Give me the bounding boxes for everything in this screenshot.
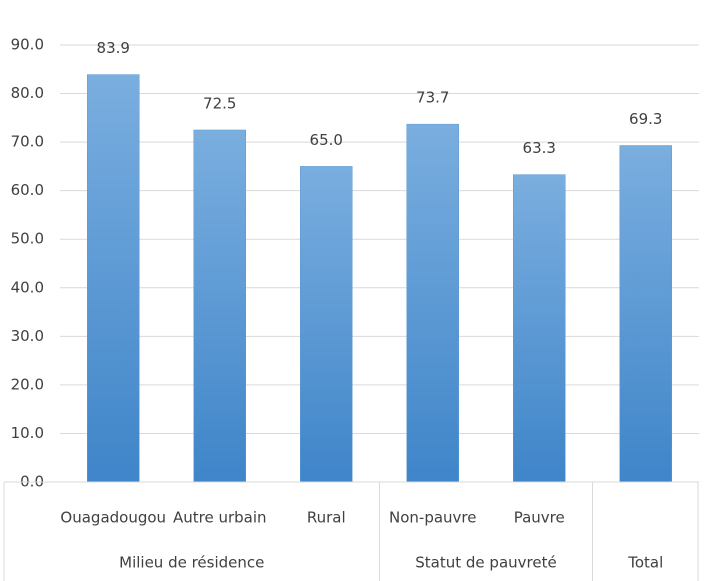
group-label: Total — [627, 554, 663, 572]
bar — [406, 123, 459, 483]
y-tick-label: 50.0 — [11, 230, 44, 248]
value-label: 83.9 — [97, 39, 130, 57]
x-tick-label: Autre urbain — [173, 509, 267, 527]
bar — [87, 74, 140, 483]
bar — [513, 174, 566, 483]
y-tick-label: 60.0 — [11, 181, 44, 199]
y-tick-label: 10.0 — [11, 424, 44, 442]
x-tick-label: Pauvre — [514, 509, 565, 527]
group-label: Statut de pauvreté — [415, 554, 556, 572]
y-tick-label: 30.0 — [11, 327, 44, 345]
bar — [619, 145, 672, 483]
value-label: 69.3 — [629, 110, 662, 128]
value-label: 72.5 — [203, 94, 236, 112]
x-tick-label: Rural — [307, 509, 346, 527]
bar — [193, 129, 246, 483]
x-tick-label: Non-pauvre — [389, 509, 476, 527]
value-label: 73.7 — [416, 89, 449, 107]
y-tick-label: 70.0 — [11, 133, 44, 151]
x-tick-label: Ouagadougou — [60, 509, 166, 527]
group-label: Milieu de résidence — [119, 554, 264, 572]
y-tick-label: 90.0 — [11, 36, 44, 54]
title-band — [0, 0, 709, 18]
y-tick-label: 40.0 — [11, 278, 44, 296]
bar — [300, 166, 353, 483]
y-tick-label: 80.0 — [11, 84, 44, 102]
y-tick-label: 20.0 — [11, 375, 44, 393]
value-label: 63.3 — [523, 139, 556, 157]
value-label: 65.0 — [310, 131, 343, 149]
